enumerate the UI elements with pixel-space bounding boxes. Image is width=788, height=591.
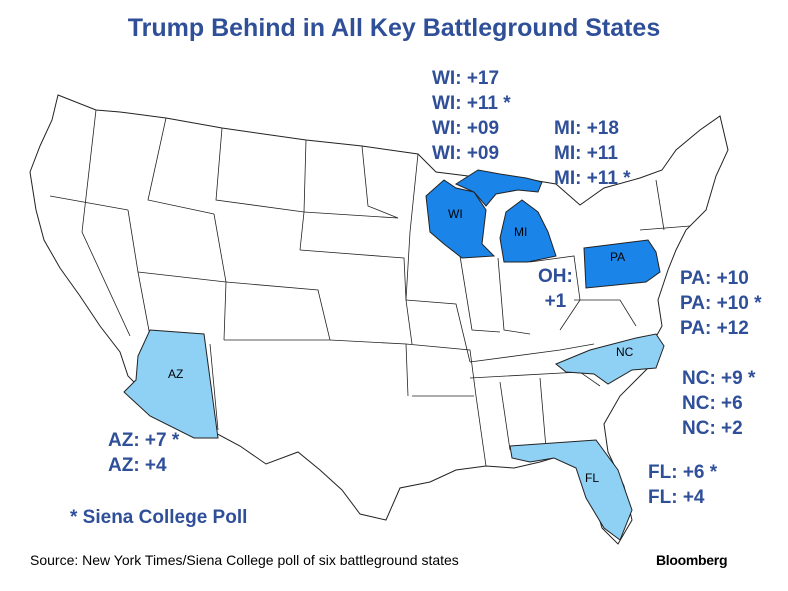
poll-result: MI: +11 [554, 143, 618, 164]
state-abbr-mi: MI [514, 225, 527, 239]
poll-result: WI: +17 [432, 68, 500, 89]
poll-result: WI: +09 [432, 143, 500, 164]
state-line [209, 343, 219, 431]
state-fl [509, 439, 633, 541]
poll-result: MI: +18 [554, 118, 619, 139]
footnote: * Siena College Poll [70, 507, 248, 528]
poll-result: PA: +10 * [680, 293, 762, 314]
state-nc [555, 333, 665, 385]
poll-result: WI: +09 [432, 118, 500, 139]
state-line [459, 255, 501, 333]
state-line [574, 299, 637, 327]
state-line [639, 225, 691, 231]
poll-list-pa: PA: +10 PA: +10 * PA: +12 [680, 266, 762, 341]
state-line [81, 109, 131, 337]
state-abbr-pa: PA [610, 250, 625, 264]
state-line [655, 179, 665, 231]
source-note: Source: New York Times/Siena College pol… [30, 552, 459, 568]
state-line [361, 145, 399, 219]
state-line [299, 249, 407, 301]
state-abbr-nc: NC [616, 345, 634, 359]
poll-result: MI: +11 * [554, 168, 631, 189]
state-line [49, 195, 129, 211]
state-mi-upper [454, 169, 543, 207]
state-line [499, 381, 511, 451]
poll-result: FL: +6 * [648, 462, 718, 483]
state-line [303, 211, 399, 219]
poll-list-fl: FL: +6 * FL: +4 [648, 460, 717, 510]
poll-result: NC: +2 [682, 418, 743, 439]
state-pa [583, 239, 661, 289]
poll-list-az: AZ: +7 * AZ: +4 [108, 428, 179, 478]
state-line [137, 271, 227, 283]
state-line [405, 299, 471, 363]
state-abbr-fl: FL [585, 471, 599, 485]
state-line [469, 343, 595, 363]
brand-logo: Bloomberg [656, 552, 728, 568]
poll-result: NC: +9 * [682, 368, 756, 389]
poll-result: AZ: +4 [108, 455, 167, 476]
state-line [225, 281, 331, 341]
poll-result: PA: +10 [680, 268, 749, 289]
poll-result: FL: +4 [648, 487, 705, 508]
poll-result: AZ: +7 * [108, 430, 180, 451]
poll-list-oh: OH: +1 [538, 264, 573, 314]
state-line [529, 255, 581, 331]
state-az [123, 329, 219, 439]
poll-result: +1 [544, 291, 567, 312]
state-line [215, 127, 305, 213]
poll-result: WI: +11 * [432, 93, 511, 114]
poll-list-nc: NC: +9 * NC: +6 NC: +2 [682, 366, 755, 441]
state-line [147, 117, 215, 215]
state-abbr-az: AZ [168, 367, 183, 381]
state-line [539, 377, 547, 449]
poll-result: NC: +6 [682, 393, 743, 414]
state-mi-lower [499, 199, 557, 263]
map-title: Trump Behind in All Key Battleground Sta… [127, 14, 661, 42]
state-abbr-wi: WI [448, 207, 463, 221]
poll-list-wi: WI: +17 WI: +11 * WI: +09 WI: +09 [432, 66, 511, 166]
state-wi [425, 179, 496, 259]
state-line [497, 257, 531, 335]
poll-list-mi: MI: +18 MI: +11 MI: +11 * [554, 116, 631, 191]
state-line [405, 343, 487, 467]
poll-result: OH: [538, 266, 573, 287]
state-line [405, 153, 419, 345]
poll-result: PA: +12 [680, 318, 749, 339]
